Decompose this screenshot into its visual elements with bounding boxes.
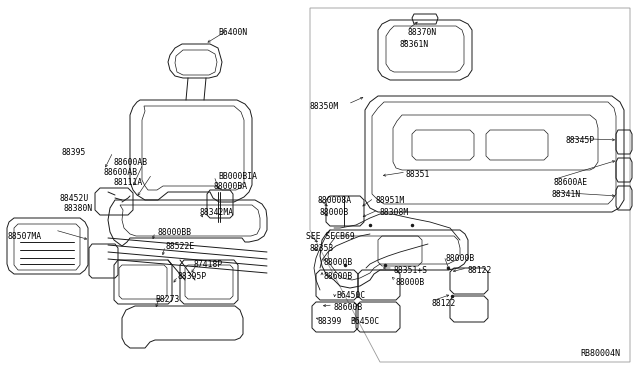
Text: 88380N: 88380N (63, 204, 92, 213)
Text: 88351: 88351 (406, 170, 430, 179)
Text: 88111A: 88111A (113, 178, 142, 187)
Text: 88341N: 88341N (551, 190, 580, 199)
Text: RB80004N: RB80004N (580, 349, 620, 358)
Text: 88342MA: 88342MA (200, 208, 234, 217)
Text: 88395: 88395 (62, 148, 86, 157)
Text: 88353: 88353 (310, 244, 334, 253)
Text: 88951M: 88951M (376, 196, 405, 205)
Text: 88370N: 88370N (408, 28, 437, 37)
Text: 87418P: 87418P (194, 260, 223, 269)
Text: 88600B: 88600B (334, 303, 364, 312)
Text: 88000BB: 88000BB (158, 228, 192, 237)
Text: BB000BIA: BB000BIA (218, 172, 257, 181)
Text: 88000B: 88000B (446, 254, 476, 263)
Text: 88600AE: 88600AE (553, 178, 587, 187)
Text: 88452U: 88452U (60, 194, 89, 203)
Text: 88399: 88399 (318, 317, 342, 326)
Text: 88600AB: 88600AB (113, 158, 147, 167)
Text: 88000B: 88000B (320, 208, 349, 217)
Text: 88507MA: 88507MA (8, 232, 42, 241)
Text: 88308M: 88308M (380, 208, 409, 217)
Text: 88361N: 88361N (399, 40, 428, 49)
Text: 88395P: 88395P (178, 272, 207, 281)
Text: 88122: 88122 (468, 266, 492, 275)
Text: 880008A: 880008A (318, 196, 352, 205)
Text: B6450C: B6450C (350, 317, 380, 326)
Text: B6400N: B6400N (218, 28, 247, 37)
Text: SEE SECB69: SEE SECB69 (306, 232, 355, 241)
Text: 88350M: 88350M (310, 102, 339, 111)
Text: B6450C: B6450C (336, 291, 365, 300)
Text: 88000BA: 88000BA (214, 182, 248, 191)
Text: 88600B: 88600B (323, 272, 352, 281)
Text: 88000B: 88000B (396, 278, 425, 287)
Text: 88000B: 88000B (324, 258, 353, 267)
Text: 88351+S: 88351+S (394, 266, 428, 275)
Text: 88122: 88122 (432, 299, 456, 308)
Text: 88522E: 88522E (165, 242, 195, 251)
Text: B8273: B8273 (155, 295, 179, 304)
Text: 88600AB: 88600AB (103, 168, 137, 177)
Text: 88345P: 88345P (566, 136, 595, 145)
